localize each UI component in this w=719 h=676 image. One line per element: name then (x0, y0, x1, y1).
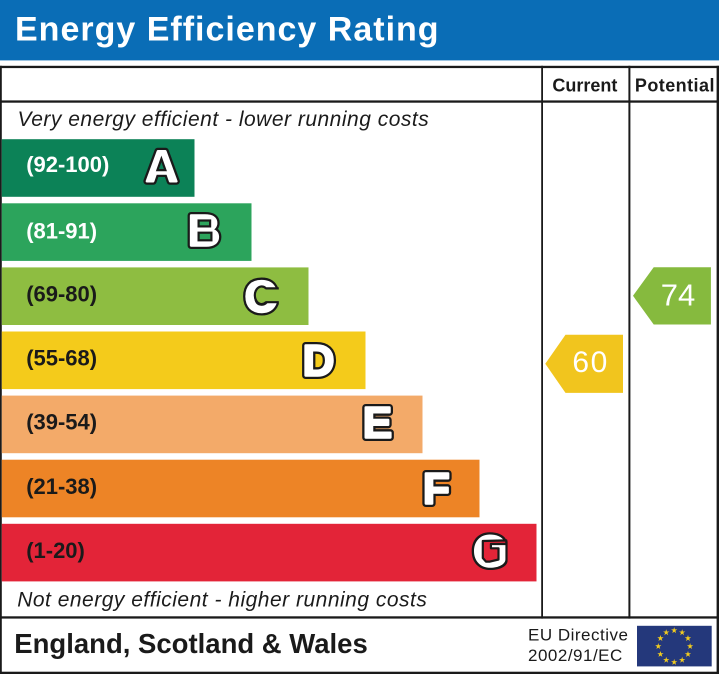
svg-text:(1-20): (1-20) (26, 538, 85, 563)
svg-text:D: D (303, 337, 335, 386)
svg-text:74: 74 (661, 278, 695, 313)
svg-text:Very energy efficient - lower: Very energy efficient - lower running co… (18, 108, 430, 131)
svg-text:EU Directive: EU Directive (528, 626, 628, 645)
svg-text:(92-100): (92-100) (26, 152, 109, 177)
svg-text:60: 60 (572, 346, 608, 379)
svg-text:F: F (423, 464, 450, 513)
svg-text:Potential: Potential (635, 76, 715, 96)
svg-text:(55-68): (55-68) (26, 346, 97, 371)
svg-text:England, Scotland & Wales: England, Scotland & Wales (14, 628, 367, 659)
svg-text:E: E (363, 399, 392, 448)
svg-text:(39-54): (39-54) (26, 410, 97, 435)
svg-text:Not energy efficient - higher: Not energy efficient - higher running co… (17, 589, 427, 612)
svg-text:B: B (188, 207, 220, 256)
svg-text:(69-80): (69-80) (26, 282, 97, 307)
svg-text:(21-38): (21-38) (26, 474, 97, 499)
svg-text:Current: Current (552, 76, 617, 96)
svg-text:E: E (363, 399, 392, 448)
svg-text:F: F (423, 464, 450, 513)
svg-text:2002/91/EC: 2002/91/EC (528, 646, 623, 665)
svg-text:Energy Efficiency Rating: Energy Efficiency Rating (15, 11, 440, 49)
svg-text:(81-91): (81-91) (26, 218, 97, 243)
svg-text:B: B (188, 207, 220, 256)
svg-text:D: D (303, 337, 335, 386)
